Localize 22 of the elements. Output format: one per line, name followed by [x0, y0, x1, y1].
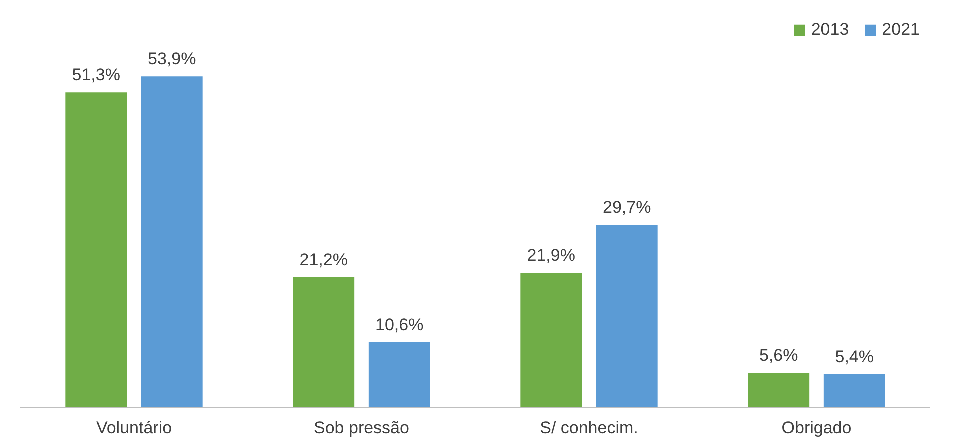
x-tick-label: Obrigado	[782, 418, 852, 438]
data-label: 29,7%	[603, 198, 652, 218]
data-label: 10,6%	[376, 315, 424, 334]
bar	[824, 374, 886, 408]
data-label: 21,2%	[300, 250, 348, 270]
bar	[748, 373, 810, 408]
data-label: 5,4%	[835, 347, 874, 366]
x-tick-label: S/ conhecim.	[540, 418, 638, 438]
data-label: 5,6%	[759, 346, 798, 366]
legend-label: 2021	[882, 20, 920, 40]
bar	[520, 273, 582, 408]
legend-label: 2013	[811, 20, 850, 40]
bar	[141, 76, 203, 408]
bar	[66, 92, 128, 408]
data-label: 51,3%	[72, 66, 120, 85]
data-label: 21,9%	[527, 246, 576, 266]
data-label: 53,9%	[148, 50, 196, 69]
bar	[596, 225, 658, 408]
bar	[368, 342, 430, 408]
bar	[293, 277, 355, 408]
x-tick-label: Sob pressão	[314, 418, 410, 438]
x-tick-label: Voluntário	[96, 418, 172, 438]
